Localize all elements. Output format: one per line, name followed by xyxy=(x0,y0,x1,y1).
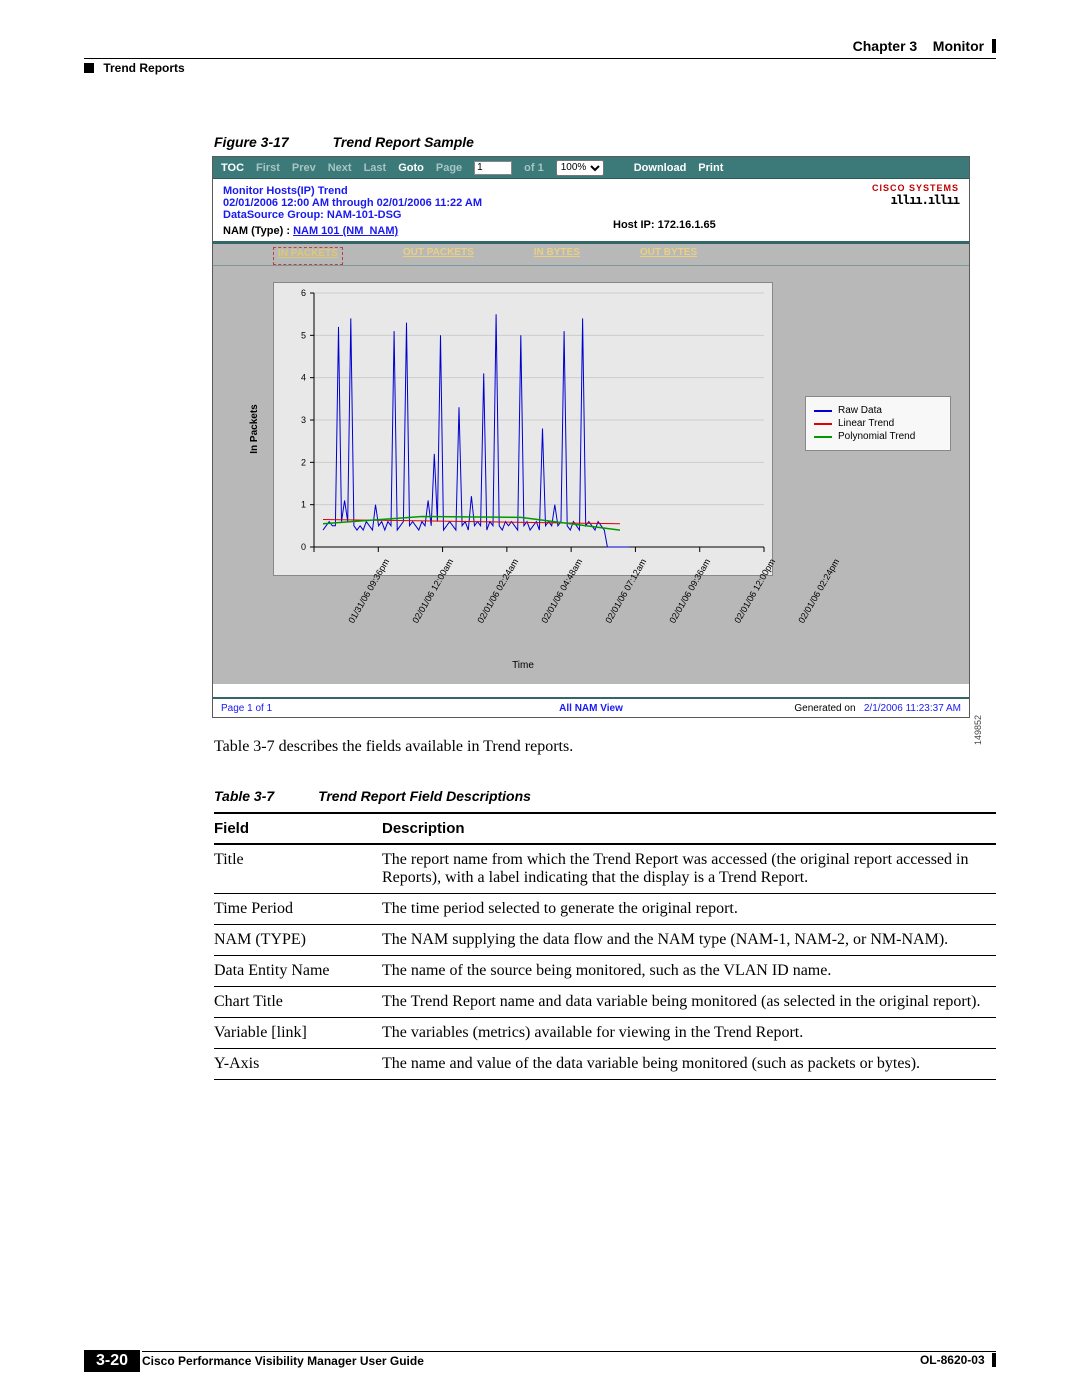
nam-type-link[interactable]: NAM 101 (NM_NAM) xyxy=(293,225,398,237)
host-ip: Host IP: 172.16.1.65 xyxy=(613,219,716,231)
download-button[interactable]: Download xyxy=(634,162,687,174)
report-header: Monitor Hosts(IP) Trend 02/01/2006 12:00… xyxy=(213,179,969,223)
y-axis-label: In Packets xyxy=(249,404,260,453)
svg-text:2: 2 xyxy=(301,457,306,467)
chapter-label: Chapter 3 xyxy=(853,38,918,54)
table-row: NAM (TYPE)The NAM supplying the data flo… xyxy=(214,925,996,956)
next-button[interactable]: Next xyxy=(328,162,352,174)
nam-type-key: NAM (Type) : xyxy=(223,225,290,237)
chart-panel: 0123456 In Packets Time 01/31/06 09:36pm… xyxy=(213,266,969,684)
footer-view: All NAM View xyxy=(559,703,623,714)
trend-report-screenshot: TOC First Prev Next Last Goto Page of 1 … xyxy=(212,156,970,718)
page-header: Chapter 3 Monitor xyxy=(84,38,996,58)
square-icon xyxy=(84,63,94,73)
table-title: Trend Report Field Descriptions xyxy=(318,788,531,804)
legend-raw: Raw Data xyxy=(838,405,882,416)
legend-poly: Polynomial Trend xyxy=(838,431,915,442)
page-footer: Cisco Performance Visibility Manager Use… xyxy=(84,1351,996,1368)
page-input[interactable] xyxy=(474,161,512,175)
figure-caption: Figure 3-17 Trend Report Sample xyxy=(214,134,474,150)
svg-text:0: 0 xyxy=(301,542,306,552)
report-period: 02/01/2006 12:00 AM through 02/01/2006 1… xyxy=(223,197,959,209)
field-cell: Chart Title xyxy=(214,987,382,1018)
prev-button[interactable]: Prev xyxy=(292,162,316,174)
description-cell: The name and value of the data variable … xyxy=(382,1049,996,1080)
field-cell: Variable [link] xyxy=(214,1018,382,1049)
viewer-toolbar: TOC First Prev Next Last Goto Page of 1 … xyxy=(213,157,969,179)
zoom-select[interactable]: 100% xyxy=(556,160,604,176)
figure-side-code: 149852 xyxy=(973,715,983,745)
description-cell: The Trend Report name and data variable … xyxy=(382,987,996,1018)
col-field: Field xyxy=(214,813,382,844)
field-cell: Title xyxy=(214,844,382,894)
guide-title: Cisco Performance Visibility Manager Use… xyxy=(142,1354,996,1368)
field-cell: Data Entity Name xyxy=(214,956,382,987)
table-row: Chart TitleThe Trend Report name and dat… xyxy=(214,987,996,1018)
tab-out-bytes[interactable]: OUT BYTES xyxy=(640,247,697,265)
footer-timestamp: 2/1/2006 11:23:37 AM xyxy=(864,703,961,714)
toc-button[interactable]: TOC xyxy=(221,162,244,174)
footer-bar-icon xyxy=(992,1353,996,1367)
breadcrumb: Trend Reports xyxy=(103,61,184,75)
description-cell: The NAM supplying the data flow and the … xyxy=(382,925,996,956)
page-label: Page xyxy=(436,162,462,174)
table-row: Y-AxisThe name and value of the data var… xyxy=(214,1049,996,1080)
footer-gen-label: Generated on xyxy=(794,703,855,714)
table-row: Time PeriodThe time period selected to g… xyxy=(214,894,996,925)
field-cell: Y-Axis xyxy=(214,1049,382,1080)
print-button[interactable]: Print xyxy=(698,162,723,174)
first-button[interactable]: First xyxy=(256,162,280,174)
x-tick-label: 02/01/06 02:24pm xyxy=(796,557,841,625)
description-cell: The report name from which the Trend Rep… xyxy=(382,844,996,894)
footer-page: Page 1 of 1 xyxy=(221,703,272,714)
trend-chart: 0123456 In Packets Time 01/31/06 09:36pm… xyxy=(273,282,773,576)
report-title: Monitor Hosts(IP) Trend xyxy=(223,185,959,197)
document-number: OL-8620-03 xyxy=(920,1353,985,1367)
table-row: Variable [link]The variables (metrics) a… xyxy=(214,1018,996,1049)
svg-text:5: 5 xyxy=(301,330,306,340)
metric-tabs: IN PACKETS OUT PACKETS IN BYTES OUT BYTE… xyxy=(213,244,969,266)
description-cell: The variables (metrics) available for vi… xyxy=(382,1018,996,1049)
last-button[interactable]: Last xyxy=(364,162,387,174)
table-row: Data Entity NameThe name of the source b… xyxy=(214,956,996,987)
svg-text:4: 4 xyxy=(301,373,306,383)
x-axis-label: Time xyxy=(512,660,534,671)
field-description-table: Field Description TitleThe report name f… xyxy=(214,812,996,1080)
col-description: Description xyxy=(382,813,996,844)
svg-text:3: 3 xyxy=(301,415,306,425)
intro-paragraph: Table 3-7 describes the fields available… xyxy=(214,738,573,756)
tab-in-packets[interactable]: IN PACKETS xyxy=(273,247,343,265)
table-caption: Table 3-7 Trend Report Field Description… xyxy=(214,788,531,804)
datasource-group: DataSource Group: NAM-101-DSG xyxy=(223,209,959,221)
of-label: of 1 xyxy=(524,162,544,174)
chart-svg: 0 1 2 3 4 5 6 xyxy=(274,283,774,577)
description-cell: The time period selected to generate the… xyxy=(382,894,996,925)
page-number: 3-20 xyxy=(84,1350,140,1372)
svg-text:6: 6 xyxy=(301,288,306,298)
tab-in-bytes[interactable]: IN BYTES xyxy=(534,247,580,265)
figure-number: Figure 3-17 xyxy=(214,134,289,150)
cisco-logo: CISCO SYSTEMS ıllıı.ıllıı xyxy=(872,183,959,207)
page-subheader: Trend Reports xyxy=(84,58,996,75)
cisco-bars-icon: ıllıı.ıllıı xyxy=(872,193,959,207)
viewer-footer: Page 1 of 1 All NAM View Generated on 2/… xyxy=(213,697,969,717)
svg-text:1: 1 xyxy=(301,500,306,510)
tab-out-packets[interactable]: OUT PACKETS xyxy=(403,247,474,265)
figure-title: Trend Report Sample xyxy=(333,134,474,150)
chapter-title: Monitor xyxy=(933,38,984,54)
legend-linear: Linear Trend xyxy=(838,418,894,429)
field-cell: Time Period xyxy=(214,894,382,925)
goto-button[interactable]: Goto xyxy=(398,162,424,174)
chart-legend: Raw Data Linear Trend Polynomial Trend xyxy=(805,396,951,451)
cisco-text: CISCO SYSTEMS xyxy=(872,183,959,193)
nam-type-row: NAM (Type) : NAM 101 (NM_NAM) xyxy=(213,223,969,244)
table-number: Table 3-7 xyxy=(214,788,274,804)
header-bar-icon xyxy=(992,39,996,53)
field-cell: NAM (TYPE) xyxy=(214,925,382,956)
table-row: TitleThe report name from which the Tren… xyxy=(214,844,996,894)
description-cell: The name of the source being monitored, … xyxy=(382,956,996,987)
